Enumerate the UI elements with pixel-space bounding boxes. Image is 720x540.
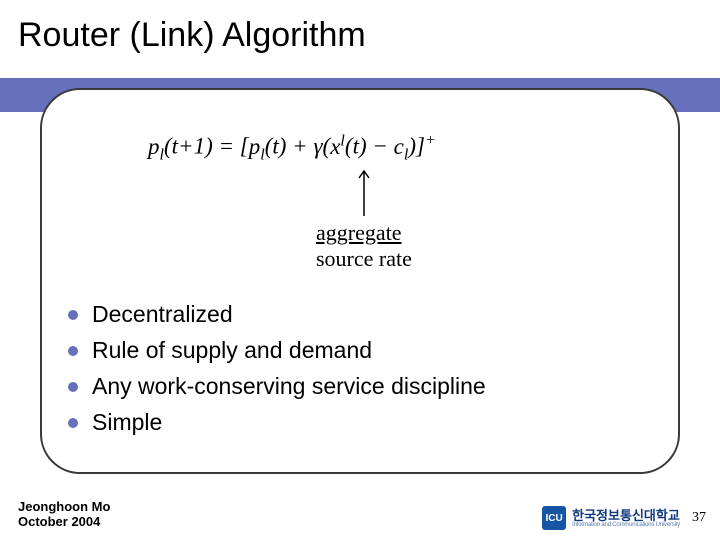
annotation: aggregate source rate bbox=[316, 220, 412, 273]
university-logo: ICU 한국정보통신대학교 Information and Communicat… bbox=[542, 506, 680, 530]
annotation-line1: aggregate bbox=[316, 220, 402, 245]
bullet-text: Simple bbox=[92, 408, 162, 438]
footer-date: October 2004 bbox=[18, 514, 110, 530]
page-number: 37 bbox=[692, 510, 706, 526]
slide: Router (Link) Algorithm pl(t+1) = [pl(t)… bbox=[0, 0, 720, 540]
bullet-text: Any work-conserving service discipline bbox=[92, 372, 486, 402]
logo-badge-icon: ICU bbox=[542, 506, 566, 530]
list-item: Any work-conserving service discipline bbox=[68, 372, 648, 402]
footer-author: Jeonghoon Mo bbox=[18, 499, 110, 515]
footer-author-block: Jeonghoon Mo October 2004 bbox=[18, 499, 110, 530]
formula: pl(t+1) = [pl(t) + γ(xl(t) − cl)]+ bbox=[148, 132, 436, 164]
bullet-icon bbox=[68, 382, 78, 392]
annotation-line2: source rate bbox=[316, 246, 412, 271]
bullet-text: Decentralized bbox=[92, 300, 233, 330]
bullet-list: Decentralized Rule of supply and demand … bbox=[68, 300, 648, 444]
list-item: Decentralized bbox=[68, 300, 648, 330]
list-item: Simple bbox=[68, 408, 648, 438]
bullet-icon bbox=[68, 418, 78, 428]
logo-english: Information and Communications Universit… bbox=[572, 522, 680, 528]
title-region: Router (Link) Algorithm bbox=[0, 0, 720, 78]
bullet-icon bbox=[68, 346, 78, 356]
bullet-text: Rule of supply and demand bbox=[92, 336, 372, 366]
footer-right: ICU 한국정보통신대학교 Information and Communicat… bbox=[542, 506, 706, 530]
slide-title: Router (Link) Algorithm bbox=[18, 16, 720, 55]
logo-text: 한국정보통신대학교 Information and Communications… bbox=[572, 509, 680, 528]
list-item: Rule of supply and demand bbox=[68, 336, 648, 366]
arrow-up-icon bbox=[358, 168, 370, 216]
logo-korean: 한국정보통신대학교 bbox=[572, 509, 680, 522]
bullet-icon bbox=[68, 310, 78, 320]
